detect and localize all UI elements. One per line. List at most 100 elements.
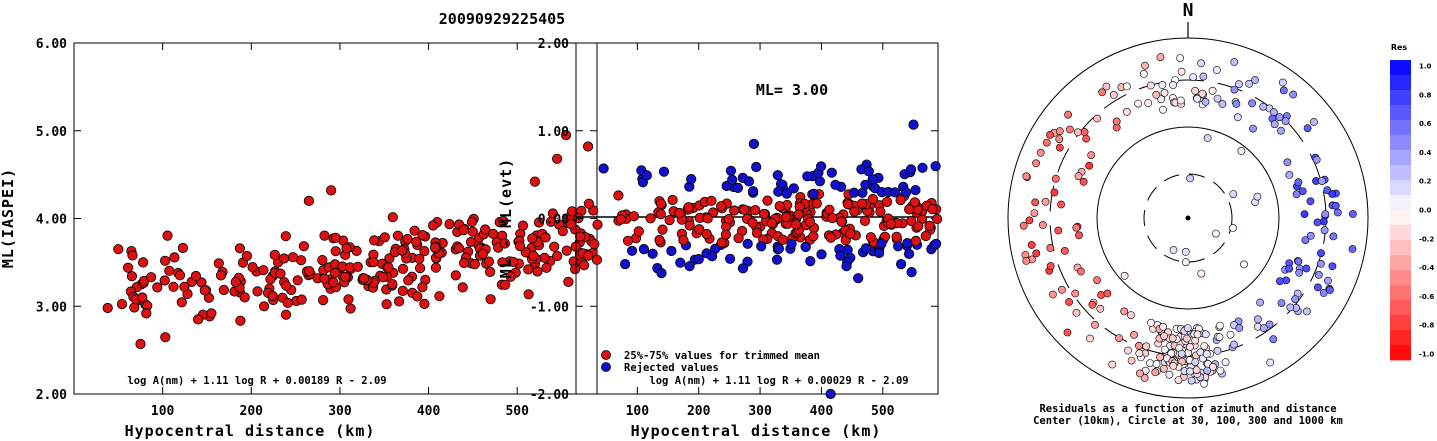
plot1-ytick-label: 3.00 bbox=[36, 300, 67, 315]
plot1-point bbox=[239, 292, 250, 303]
plot1-point bbox=[282, 297, 293, 308]
polar-point bbox=[1135, 349, 1144, 358]
colorbar-label: 0.6 bbox=[1419, 120, 1432, 128]
legend-blue-marker bbox=[601, 362, 611, 372]
polar-point bbox=[1317, 259, 1325, 268]
polar-point bbox=[1319, 289, 1328, 297]
polar-point bbox=[1203, 134, 1212, 142]
polar-point bbox=[1108, 360, 1117, 369]
polar-point bbox=[1333, 208, 1342, 217]
plot2-point bbox=[615, 214, 626, 225]
polar-point bbox=[1213, 66, 1221, 74]
plot2-point bbox=[931, 213, 943, 225]
plot1-point bbox=[417, 281, 428, 293]
plot2-point bbox=[675, 257, 686, 268]
colorbar-label: -0.6 bbox=[1419, 293, 1434, 301]
polar-point bbox=[1281, 117, 1290, 125]
colorbar-swatch bbox=[1390, 135, 1411, 151]
plot1-point bbox=[359, 273, 370, 284]
plot1-point bbox=[258, 265, 269, 276]
plot1-point bbox=[206, 308, 217, 319]
polar-point bbox=[1256, 298, 1264, 307]
colorbar-swatch bbox=[1390, 180, 1411, 196]
plot2-point bbox=[841, 261, 852, 272]
polar-point bbox=[1253, 192, 1262, 201]
plot2-point bbox=[716, 237, 727, 248]
plot1-point bbox=[500, 279, 511, 290]
plot1-point bbox=[123, 262, 134, 273]
polar-point bbox=[1176, 54, 1185, 62]
polar-point bbox=[1324, 276, 1332, 285]
plot2-point bbox=[860, 243, 872, 254]
plot2-point bbox=[863, 166, 874, 177]
plot1-point bbox=[528, 250, 539, 261]
polar-point bbox=[1046, 244, 1055, 252]
plot2-point bbox=[924, 220, 935, 231]
colorbar-swatch bbox=[1390, 120, 1411, 136]
plot1-point bbox=[116, 298, 128, 310]
plot1-point bbox=[414, 253, 425, 264]
plot2-point bbox=[771, 254, 783, 265]
colorbar-swatch bbox=[1390, 255, 1411, 271]
plot2-point bbox=[655, 198, 667, 209]
colorbar-label: 0.2 bbox=[1419, 178, 1432, 186]
plot2-point bbox=[751, 227, 763, 239]
polar-point bbox=[1123, 107, 1131, 116]
colorbar-swatch bbox=[1390, 345, 1411, 361]
polar-point bbox=[1208, 86, 1217, 95]
plot1-point bbox=[551, 153, 563, 164]
polar-point bbox=[1323, 186, 1332, 194]
plot2-point bbox=[647, 248, 658, 259]
colorbar-label: 0.0 bbox=[1419, 207, 1432, 215]
plot1-point bbox=[483, 256, 495, 267]
plot1-point bbox=[466, 216, 477, 228]
plot1-point bbox=[317, 294, 329, 306]
plot1-point bbox=[234, 243, 245, 254]
polar-point bbox=[1348, 245, 1357, 253]
plot1-point bbox=[278, 253, 290, 264]
polar-point bbox=[1141, 61, 1149, 70]
plot2-xtick-label: 100 bbox=[626, 404, 650, 419]
colorbar-swatch bbox=[1390, 285, 1411, 301]
plot1-point bbox=[160, 255, 171, 266]
colorbar-label: -1.0 bbox=[1419, 351, 1434, 359]
polar-point bbox=[1174, 376, 1183, 384]
polar-point bbox=[1283, 158, 1292, 167]
polar-point bbox=[1086, 334, 1094, 343]
plot1-point bbox=[340, 271, 351, 282]
plot1-point bbox=[497, 257, 508, 268]
plot1-point bbox=[429, 242, 441, 253]
polar-point bbox=[1074, 172, 1083, 181]
polar-point bbox=[1057, 200, 1065, 209]
plot1-point bbox=[477, 248, 488, 259]
plot1-point bbox=[213, 258, 224, 269]
polar-point bbox=[1157, 95, 1166, 104]
plot2-point bbox=[684, 220, 695, 231]
colorbar-swatch bbox=[1390, 315, 1411, 331]
plot2-point bbox=[910, 185, 921, 196]
polar-point bbox=[1269, 335, 1278, 344]
plot2-point bbox=[875, 206, 886, 217]
polar-point bbox=[1198, 89, 1207, 98]
plot1-point bbox=[450, 270, 461, 281]
polar-point bbox=[1046, 130, 1054, 139]
polar-point bbox=[1051, 174, 1060, 183]
polar-point bbox=[1276, 277, 1284, 285]
polar-point bbox=[1079, 177, 1088, 186]
plot2-point bbox=[842, 199, 854, 210]
plot2-point bbox=[836, 216, 847, 227]
plot2-point bbox=[830, 179, 841, 190]
plot1-point bbox=[199, 285, 210, 296]
plot1-point bbox=[126, 271, 137, 282]
plot1-point bbox=[113, 244, 124, 255]
plot1-point bbox=[514, 241, 526, 252]
polar-point bbox=[1321, 210, 1330, 219]
polar-point bbox=[1291, 295, 1300, 304]
plot2-point bbox=[654, 234, 665, 246]
plot1-point bbox=[160, 332, 171, 343]
polar-point bbox=[1278, 78, 1287, 87]
plot2-point bbox=[725, 165, 737, 176]
colorbar-swatch bbox=[1390, 270, 1411, 286]
polar-point bbox=[1041, 197, 1050, 206]
